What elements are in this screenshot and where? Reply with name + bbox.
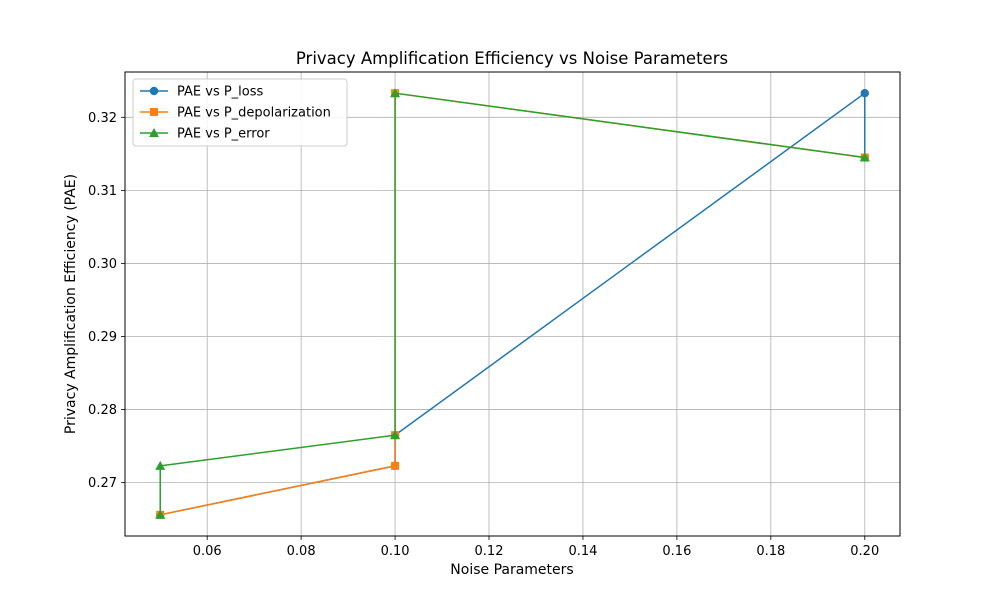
data-point-triangle [155,509,166,519]
x-axis-title: Noise Parameters [450,562,573,578]
x-tick-label: 0.10 [381,544,410,559]
data-point-triangle [390,88,401,98]
plot-frame [124,71,901,537]
legend: PAE vs P_loss PAE vs P_depolarization PAE … [132,78,348,147]
x-tick-label: 0.16 [662,544,691,559]
y-tick-label: 0.30 [88,257,117,272]
legend-item: PAE vs P_error [140,127,270,142]
x-tick-label: 0.12 [475,544,504,559]
y-tick-label: 0.32 [88,111,117,126]
legend-item: PAE vs P_depolarization [140,106,331,121]
y-tick-label: 0.29 [88,330,117,345]
series-square [156,89,869,519]
x-tick-label: 0.20 [850,544,879,559]
legend-label: PAE vs P_loss [177,85,264,100]
series-triangle [155,88,870,519]
data-point-square [391,461,400,470]
data-point-circle [860,88,869,98]
y-tick-label: 0.28 [88,403,117,418]
x-tick-label: 0.08 [287,544,316,559]
tick-layer: 0.06 0.08 0.10 0.12 0.14 0.16 0.18 0.20 0.27 0.28… [88,111,879,559]
x-tick-label: 0.06 [193,544,222,559]
y-tick-label: 0.27 [88,476,117,491]
x-tick-label: 0.14 [568,544,597,559]
grid-layer [125,72,900,536]
legend-marker-triangle [149,128,159,137]
legend-marker-circle [149,86,159,96]
legend-label: PAE vs P_error [177,127,270,142]
chart-title: Privacy Amplification Efficiency vs Nois… [296,49,728,68]
data-point-triangle [155,460,166,470]
x-tick-label: 0.18 [756,544,785,559]
y-axis-title: Privacy Amplification Efficiency (PAE) [63,174,79,434]
y-tick-label: 0.31 [88,184,117,199]
legend-label: PAE vs P_depolarization [177,106,331,121]
data-point-triangle [390,430,401,440]
series-circle [156,88,869,520]
data-point-triangle [859,152,870,162]
series-layer [155,88,870,520]
legend-marker-square [150,108,158,116]
legend-item: PAE vs P_loss [140,85,264,100]
series-line [159,92,865,515]
legend-box [132,78,348,147]
